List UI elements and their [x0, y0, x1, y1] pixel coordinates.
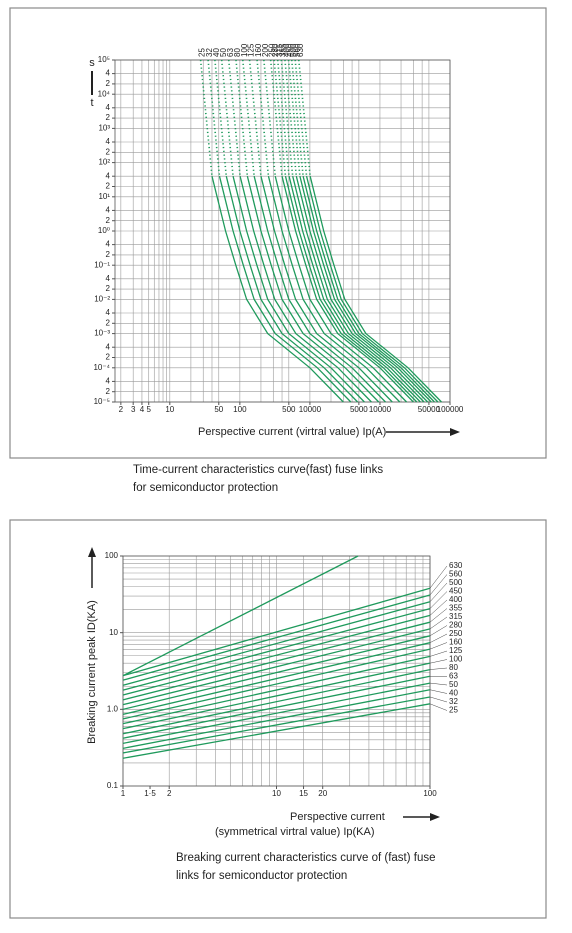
y-tick-label: 100: [105, 551, 119, 560]
x-tick-label: 10000: [369, 405, 392, 414]
panel-frame: [10, 8, 546, 458]
y-tick-label: 2: [106, 387, 111, 396]
y-tick-label: 2: [106, 113, 111, 122]
x-tick-label: 2: [119, 405, 124, 414]
y-axis-label: t: [90, 97, 93, 109]
y-tick-label: 2: [106, 284, 111, 293]
y-tick-label: 4: [106, 206, 111, 215]
leader-line: [430, 683, 447, 685]
leader-line: [430, 704, 447, 711]
y-tick-label: 4: [106, 274, 111, 283]
y-tick-label: 2: [106, 147, 111, 156]
y-tick-label: 4: [106, 342, 111, 351]
caption: links for semiconductor protection: [176, 870, 347, 882]
leader-line: [430, 643, 447, 650]
leader-line: [430, 600, 447, 615]
leader-line: [430, 583, 447, 602]
x-tick-label: 20: [318, 789, 327, 798]
arrow-head: [88, 547, 96, 557]
y-tick-label: 10: [109, 628, 118, 637]
y-tick-label: 10⁰: [98, 226, 110, 235]
x-tick-label: 100: [423, 789, 437, 798]
x-axis-label: Perspective current (virtral value) Ip(A…: [198, 426, 386, 438]
x-axis-label: Perspective current: [290, 811, 385, 823]
y-tick-label: 2: [106, 216, 111, 225]
y-tick-label: 10⁻³: [94, 329, 110, 338]
x-tick-label: 10: [272, 789, 281, 798]
y-tick-label: 10⁻⁵: [94, 397, 110, 406]
y-tick-label: 2: [106, 182, 111, 191]
y-tick-label: 10⁻⁴: [93, 363, 110, 372]
x-tick-label: 100000: [437, 405, 464, 414]
x-tick-label: 15: [299, 789, 308, 798]
arrow-head: [430, 813, 440, 821]
y-tick-label: 4: [106, 240, 111, 249]
leader-line: [430, 651, 447, 656]
y-tick-label: 1.0: [107, 704, 119, 713]
y-axis-label: Breaking current peak ID(KA): [86, 600, 98, 744]
x-tick-label: 500: [282, 405, 296, 414]
y-tick-label: 10⁴: [98, 89, 111, 98]
y-tick-label: 10³: [98, 124, 110, 133]
y-tick-label: 4: [106, 69, 111, 78]
series-label: 25: [449, 706, 458, 715]
leader-line: [430, 592, 447, 609]
leader-line: [430, 609, 447, 623]
y-tick-label: 10²: [98, 158, 110, 167]
x-tick-label: 10000: [299, 405, 322, 414]
caption: Time-current characteristics curve(fast)…: [133, 464, 383, 476]
y-tick-label: 0.1: [107, 781, 119, 790]
y-tick-label: 2: [106, 353, 111, 362]
arrow-head: [450, 428, 460, 436]
y-tick-label: 2: [106, 79, 111, 88]
y-tick-label: 10¹: [98, 192, 110, 201]
leader-line: [430, 697, 447, 702]
x-tick-label: 4: [140, 405, 145, 414]
x-tick-label: 1: [121, 789, 126, 798]
y-tick-label: 4: [106, 308, 111, 317]
y-tick-label: 2: [106, 250, 111, 259]
x-tick-label: 3: [131, 405, 136, 414]
y-tick-label: 10⁻¹: [94, 260, 110, 269]
x-tick-label: 2: [167, 789, 172, 798]
leader-line: [430, 690, 447, 694]
caption: for semiconductor protection: [133, 482, 278, 494]
y-tick-label: 4: [106, 103, 111, 112]
x-tick-label: 50: [214, 405, 223, 414]
series-label: 630: [296, 43, 305, 57]
x-axis-label: (symmetrical virtral value) Ip(KA): [215, 826, 375, 838]
caption: Breaking current characteristics curve o…: [176, 852, 436, 864]
y-tick-label: 4: [106, 137, 111, 146]
y-unit: s: [89, 57, 95, 69]
y-tick-label: 2: [106, 318, 111, 327]
x-tick-label: 1·5: [144, 789, 156, 798]
x-tick-label: 5: [147, 405, 152, 414]
leader-line: [430, 634, 447, 643]
x-tick-label: 10: [165, 405, 174, 414]
x-tick-label: 100: [233, 405, 247, 414]
leader-line: [430, 668, 447, 670]
y-tick-label: 4: [106, 171, 111, 180]
y-tick-label: 4: [106, 377, 111, 386]
x-tick-label: 5000: [350, 405, 368, 414]
y-tick-label: 10⁻²: [94, 295, 110, 304]
leader-line: [430, 660, 447, 664]
y-tick-label: 10⁵: [98, 55, 110, 64]
